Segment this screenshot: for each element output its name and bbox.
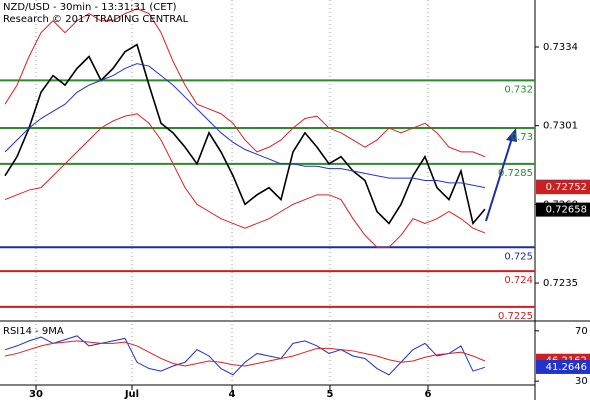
level-label: 0.73: [511, 132, 533, 143]
series-line: [4, 43, 486, 226]
series-line: [4, 8, 486, 158]
rsi-tick-label: 70: [575, 326, 588, 337]
y-tick-label: 0.7301: [543, 121, 578, 132]
level-label: 0.724: [504, 275, 533, 286]
projection-arrow: [485, 137, 513, 222]
level-label: 0.7225: [498, 311, 533, 322]
value-box: [536, 202, 590, 217]
value-box-label: 0.72658: [546, 205, 587, 216]
value-box-label: 0.72752: [546, 182, 587, 193]
series-line: [4, 63, 486, 189]
series-line: [4, 113, 486, 248]
rsi-tick-label: 30: [575, 376, 588, 387]
x-tick-label: 5: [326, 389, 333, 400]
level-label: 0.725: [504, 251, 533, 262]
value-box-label: 41.2646: [546, 362, 587, 373]
value-box: [536, 180, 590, 195]
x-tick-label: 30: [29, 389, 43, 400]
series-line: [4, 340, 486, 367]
value-box: [536, 359, 590, 374]
chart-title: NZD/USD - 30min - 13:31:31 (CET): [3, 2, 177, 13]
series-line: [4, 335, 486, 376]
level-label: 0.732: [504, 84, 533, 95]
x-tick-label: 6: [424, 389, 431, 400]
y-tick-label: 0.7334: [543, 42, 578, 53]
x-tick-label: 4: [229, 389, 236, 400]
arrow-head: [506, 128, 517, 142]
chart-subtitle: Research © 2017 TRADING CENTRAL: [3, 14, 189, 25]
y-tick-label: 0.7235: [543, 278, 578, 289]
level-label: 0.7285: [498, 168, 533, 179]
rsi-title: RSI14 - 9MA: [3, 326, 64, 337]
x-tick-label: Jul: [124, 389, 139, 400]
